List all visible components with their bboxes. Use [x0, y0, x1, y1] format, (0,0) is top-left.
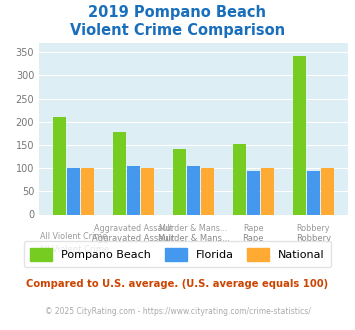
- Legend: Pompano Beach, Florida, National: Pompano Beach, Florida, National: [23, 241, 332, 267]
- Bar: [247, 171, 260, 214]
- Bar: [113, 132, 126, 214]
- Bar: [321, 168, 334, 214]
- Text: Rape: Rape: [243, 224, 264, 233]
- Text: © 2025 CityRating.com - https://www.cityrating.com/crime-statistics/: © 2025 CityRating.com - https://www.city…: [45, 307, 310, 316]
- Bar: [233, 144, 246, 214]
- Text: Violent Crime Comparison: Violent Crime Comparison: [70, 23, 285, 38]
- Bar: [307, 171, 320, 214]
- Text: All Violent Crime: All Violent Crime: [40, 232, 107, 241]
- Bar: [81, 168, 94, 214]
- Text: Rape: Rape: [242, 234, 264, 243]
- Text: Murder & Mans...: Murder & Mans...: [158, 234, 229, 243]
- Bar: [173, 148, 186, 214]
- Bar: [187, 166, 200, 214]
- Bar: [201, 168, 214, 214]
- Bar: [141, 168, 154, 214]
- Bar: [53, 117, 66, 214]
- Bar: [127, 166, 140, 214]
- Text: Aggravated Assault: Aggravated Assault: [94, 224, 173, 233]
- Text: All Violent Crime: All Violent Crime: [39, 245, 109, 254]
- Text: 2019 Pompano Beach: 2019 Pompano Beach: [88, 5, 267, 20]
- Text: Robbery: Robbery: [296, 234, 331, 243]
- Bar: [67, 168, 80, 214]
- Text: Compared to U.S. average. (U.S. average equals 100): Compared to U.S. average. (U.S. average …: [26, 279, 329, 289]
- Bar: [261, 168, 274, 214]
- Text: Robbery: Robbery: [296, 224, 330, 233]
- Text: Aggravated Assault: Aggravated Assault: [92, 234, 175, 243]
- Bar: [293, 56, 306, 214]
- Text: Murder & Mans...: Murder & Mans...: [159, 224, 228, 233]
